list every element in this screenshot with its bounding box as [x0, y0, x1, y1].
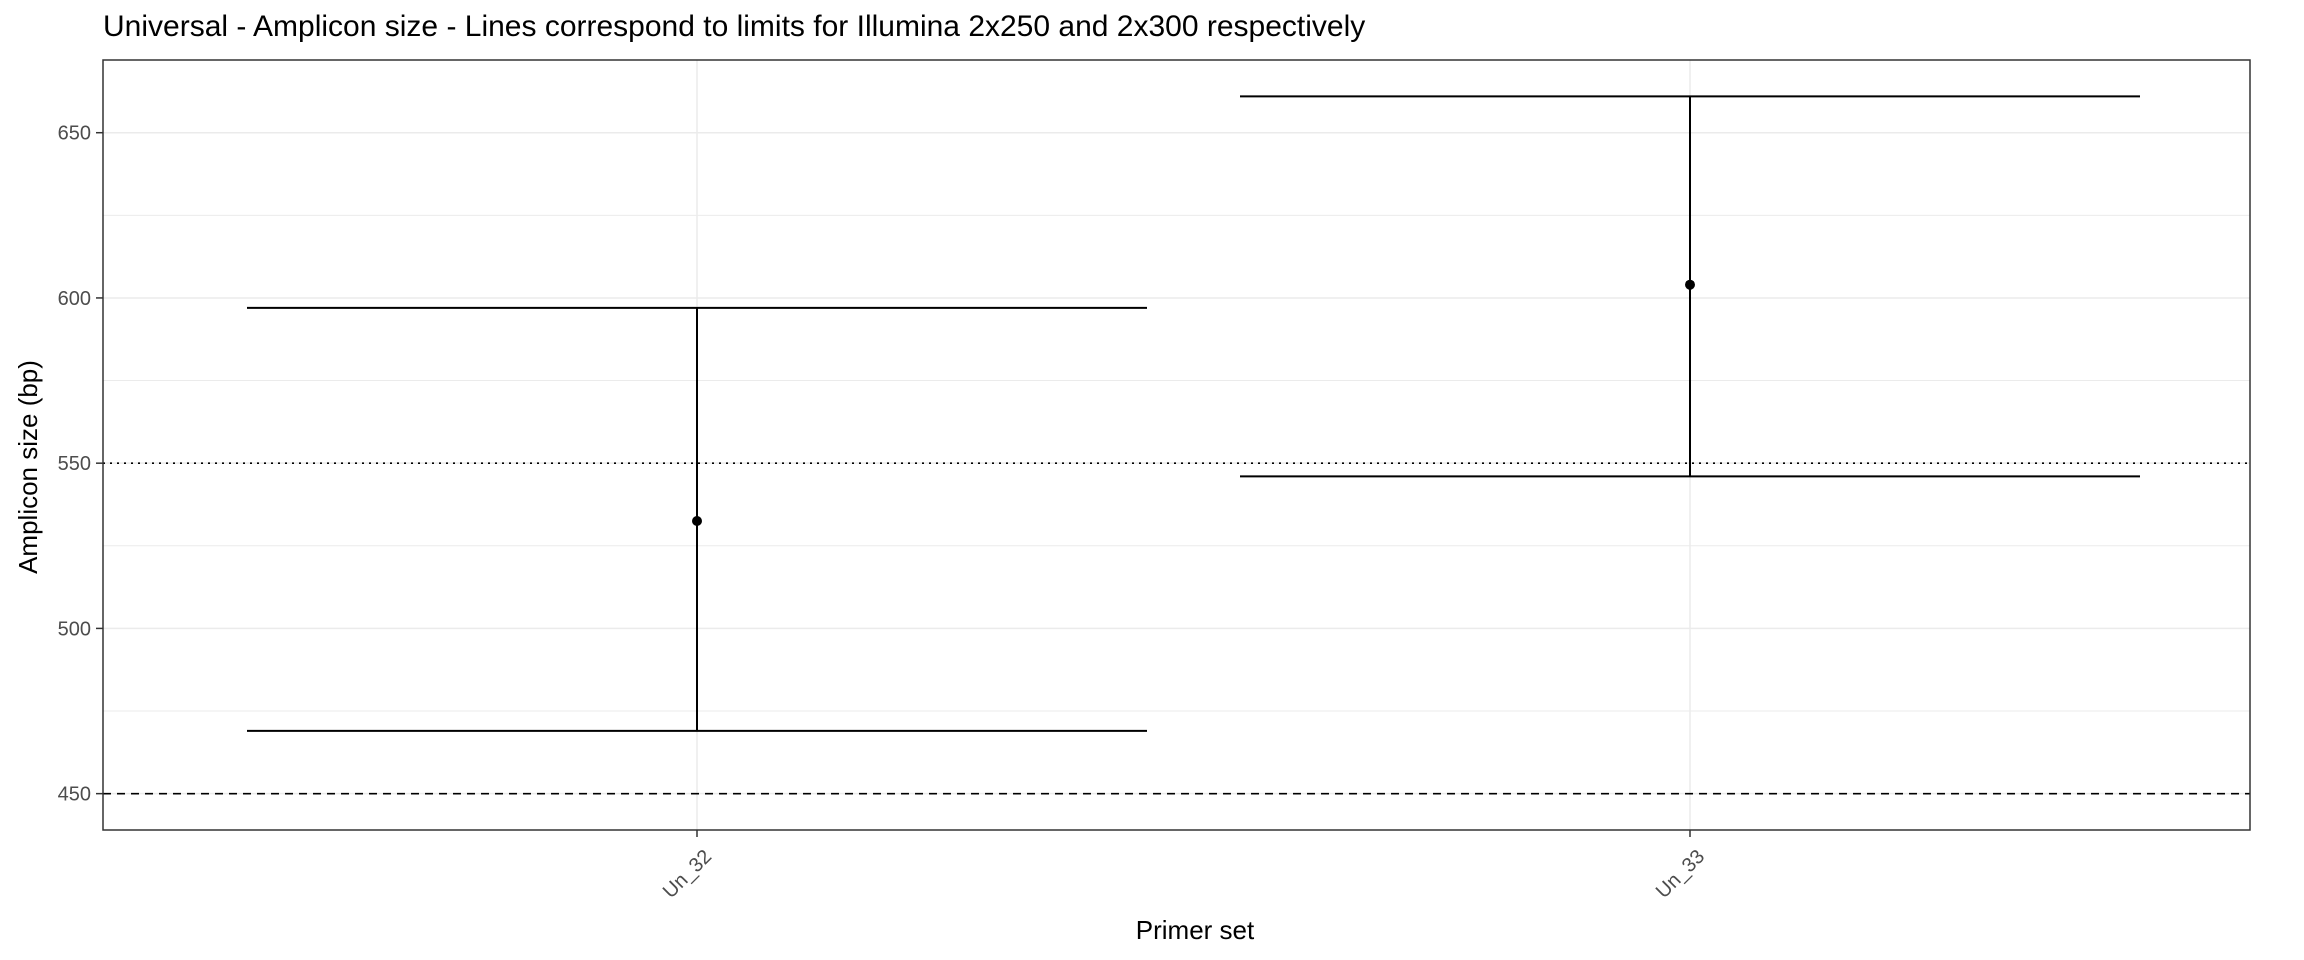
reference-lines [103, 462, 2250, 795]
error-bars [247, 95, 2140, 732]
axes: 450 500 550 600 650 Un_32 Un_33 [58, 123, 1710, 903]
errorbar-Un_32 [247, 306, 1147, 732]
x-axis-title: Primer set [1136, 915, 1255, 945]
errorbar-Un_33 [1240, 95, 2140, 478]
x-tick-label: Un_32 [659, 846, 716, 903]
x-tick-label: Un_33 [1652, 846, 1709, 903]
y-tick-label: 500 [58, 618, 91, 640]
mean-point [1685, 279, 1695, 290]
y-axis-title: Amplicon size (bp) [13, 360, 43, 574]
y-tick-label: 600 [58, 288, 91, 310]
y-tick-label: 450 [58, 784, 91, 806]
y-tick-label: 550 [58, 453, 91, 475]
chart-title: Universal - Amplicon size - Lines corres… [103, 10, 1366, 43]
y-tick-label: 650 [58, 123, 91, 145]
grid-layer [103, 60, 2250, 830]
mean-point [692, 516, 702, 527]
panel-border [102, 59, 2251, 831]
